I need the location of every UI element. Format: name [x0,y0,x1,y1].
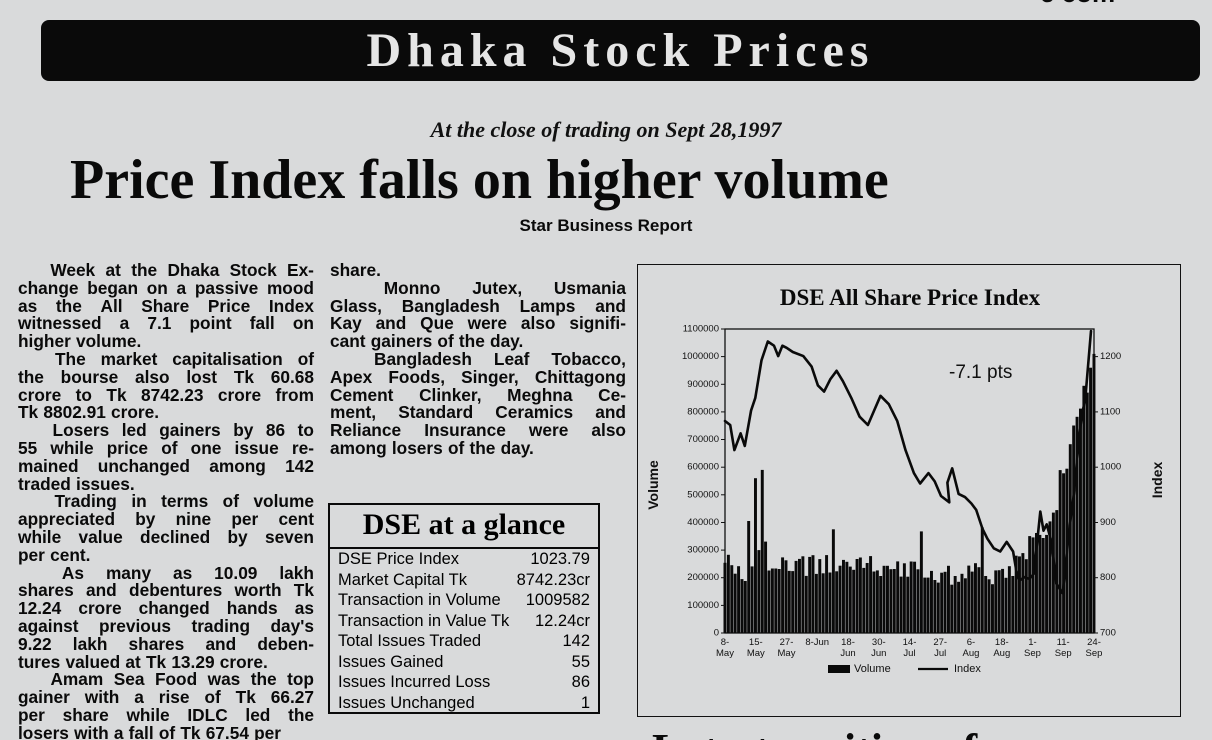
svg-text:200000: 200000 [687,572,719,583]
svg-text:27-: 27- [933,637,947,648]
svg-text:700000: 700000 [687,434,719,445]
svg-text:Jun: Jun [840,648,855,659]
svg-text:-7.1 pts: -7.1 pts [949,362,1012,383]
svg-text:DSE All Share Price Index: DSE All Share Price Index [780,285,1041,310]
svg-text:Aug: Aug [963,648,980,659]
svg-text:300000: 300000 [687,545,719,556]
svg-text:Index: Index [1149,462,1165,499]
svg-text:14-: 14- [903,637,917,648]
svg-text:8-: 8- [721,637,729,648]
svg-text:Sep: Sep [1055,648,1072,659]
svg-text:Jun: Jun [871,648,886,659]
svg-text:18-: 18- [995,637,1009,648]
svg-text:15-: 15- [749,637,763,648]
svg-text:Jul: Jul [934,648,946,659]
svg-text:900000: 900000 [687,379,719,390]
svg-text:18-: 18- [841,637,855,648]
svg-text:500000: 500000 [687,489,719,500]
svg-text:May: May [778,648,796,659]
svg-text:600000: 600000 [687,462,719,473]
svg-text:May: May [747,648,765,659]
svg-text:Sep: Sep [1086,648,1103,659]
svg-text:700: 700 [1100,628,1116,639]
svg-text:800: 800 [1100,572,1116,583]
svg-text:Aug: Aug [993,648,1010,659]
svg-text:27-: 27- [780,637,794,648]
svg-text:Volume: Volume [645,460,661,510]
svg-text:1200: 1200 [1100,351,1121,362]
svg-text:1-: 1- [1028,637,1036,648]
svg-text:11-: 11- [1057,637,1070,648]
svg-text:30-: 30- [872,637,886,648]
svg-text:8-Jun: 8-Jun [805,637,829,648]
svg-text:1000: 1000 [1100,462,1121,473]
svg-text:400000: 400000 [687,517,719,528]
svg-text:Sep: Sep [1024,648,1041,659]
svg-text:100000: 100000 [687,600,719,611]
svg-text:May: May [716,648,734,659]
svg-text:1100000: 1100000 [683,324,719,335]
svg-text:24-: 24- [1087,637,1101,648]
svg-text:1000000: 1000000 [682,351,719,362]
svg-text:Volume: Volume [854,663,891,675]
svg-text:900: 900 [1100,517,1116,528]
svg-text:Jul: Jul [903,648,915,659]
svg-text:0: 0 [714,628,719,639]
svg-text:Index: Index [954,663,981,675]
svg-text:6-: 6- [967,637,975,648]
svg-text:800000: 800000 [687,406,719,417]
svg-text:1100: 1100 [1100,406,1120,417]
